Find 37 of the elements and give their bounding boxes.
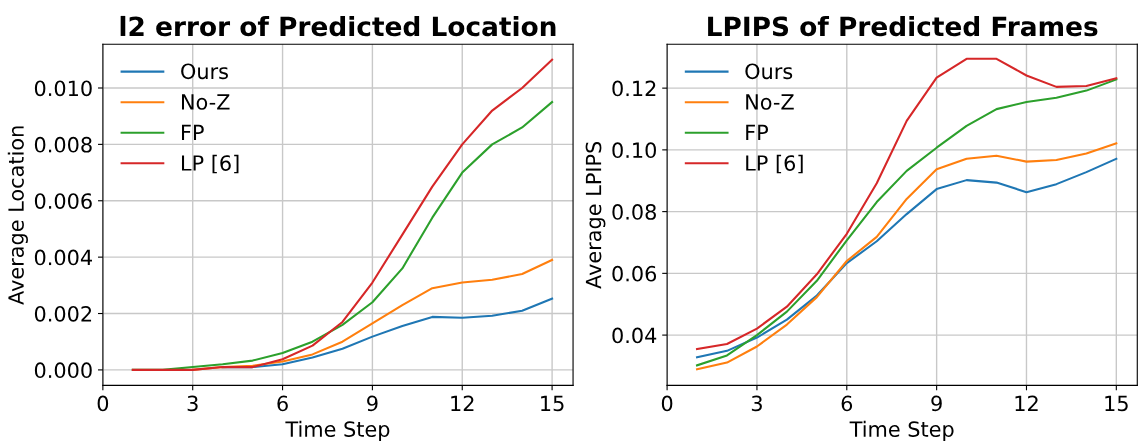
x-tick-label: 0 bbox=[661, 395, 673, 412]
y-tick-label: 0.12 bbox=[612, 80, 656, 97]
chart-title: LPIPS of Predicted Frames bbox=[708, 15, 1098, 37]
legend-label: LP [6] bbox=[746, 154, 803, 174]
legend-label: Ours bbox=[745, 63, 793, 80]
y-tick-label: 0.010 bbox=[34, 80, 92, 97]
x-axis-title: Time Step bbox=[849, 420, 954, 442]
legend-label: FP bbox=[746, 124, 769, 141]
x-tick-label: 0 bbox=[97, 395, 109, 412]
x-tick-label: 6 bbox=[841, 395, 853, 412]
y-tick-label: 0.008 bbox=[34, 136, 92, 153]
y-tick-label: 0.08 bbox=[612, 204, 656, 220]
legend-label: FP bbox=[182, 124, 204, 141]
legend-label: No-Z bbox=[746, 94, 794, 110]
y-tick-label: 0.04 bbox=[612, 327, 657, 344]
chart-title: l2 error of Predicted Location bbox=[120, 15, 556, 37]
x-tick-label: 12 bbox=[1015, 395, 1038, 411]
y-tick-label: 0.000 bbox=[34, 362, 92, 379]
x-tick-label: 6 bbox=[277, 395, 288, 412]
legend-label: LP [6] bbox=[182, 154, 239, 174]
x-tick-label: 9 bbox=[367, 395, 378, 412]
legend-label: No-Z bbox=[182, 94, 230, 110]
y-tick-label: 0.10 bbox=[612, 142, 656, 159]
y-tick-label: 0.002 bbox=[34, 305, 92, 322]
x-axis-title: Time Step bbox=[285, 420, 390, 442]
y-tick-label: 0.06 bbox=[612, 265, 657, 282]
x-tick-label: 15 bbox=[1105, 395, 1128, 412]
y-axis-title: Average LPIPS bbox=[585, 141, 606, 289]
x-tick-label: 3 bbox=[187, 395, 198, 412]
x-tick-label: 15 bbox=[541, 395, 564, 412]
x-tick-label: 12 bbox=[451, 395, 474, 411]
y-axis-title: Average Location bbox=[7, 126, 28, 305]
legend-label: Ours bbox=[181, 63, 228, 80]
x-tick-label: 3 bbox=[751, 395, 762, 412]
x-tick-label: 9 bbox=[931, 395, 942, 412]
y-tick-label: 0.004 bbox=[34, 249, 92, 266]
y-tick-label: 0.006 bbox=[34, 193, 92, 209]
